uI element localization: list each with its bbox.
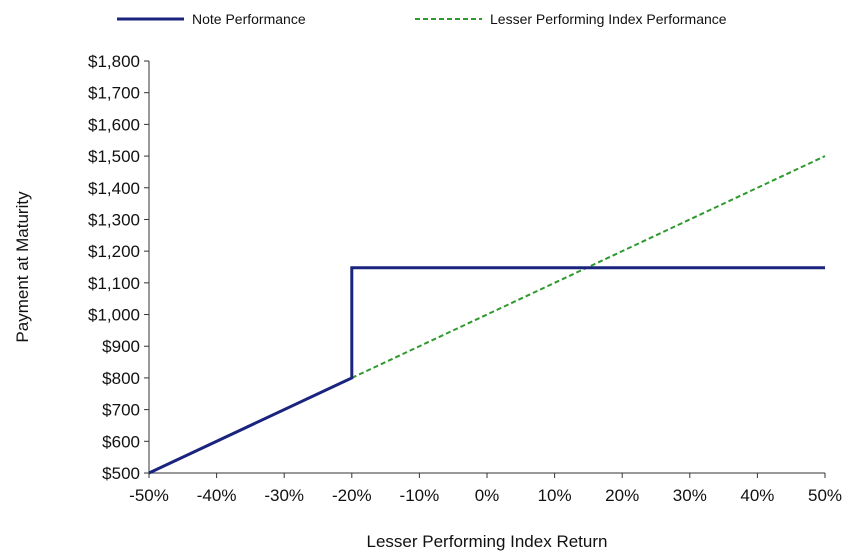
x-tick-label: -20% [332, 486, 372, 505]
x-tick-label: 0% [475, 486, 500, 505]
y-tick-label: $700 [102, 401, 140, 420]
y-tick-label: $900 [102, 337, 140, 356]
x-axis-ticks: -50% -40% -30% -20% -10% 0% 10% 20% 30% 40% 50% [129, 473, 842, 505]
x-tick-label: -50% [129, 486, 169, 505]
x-tick-label: 10% [538, 486, 572, 505]
x-tick-label: -10% [400, 486, 440, 505]
y-tick-label: $1,300 [88, 210, 140, 229]
x-tick-label: 40% [740, 486, 774, 505]
y-tick-label: $1,500 [88, 147, 140, 166]
legend: Note Performance Lesser Performing Index… [117, 11, 727, 27]
y-axis-title: Payment at Maturity [13, 191, 32, 343]
legend-label-note-performance: Note Performance [192, 11, 306, 27]
x-tick-label: -40% [197, 486, 237, 505]
y-tick-label: $1,800 [88, 52, 140, 71]
y-tick-label: $1,000 [88, 306, 140, 325]
y-tick-label: $500 [102, 464, 140, 483]
series-layer [148, 155, 826, 475]
x-tick-label: 20% [605, 486, 639, 505]
x-tick-label: -30% [264, 486, 304, 505]
y-tick-label: $1,700 [88, 84, 140, 103]
y-tick-label: $600 [102, 432, 140, 451]
y-tick-label: $1,400 [88, 179, 140, 198]
y-tick-label: $1,100 [88, 274, 140, 293]
y-axis-ticks: $500 $600 $700 $800 $900 $1,000 $1,100 $1,200 $1… [88, 52, 149, 483]
y-tick-label: $800 [102, 369, 140, 388]
x-tick-label: 50% [808, 486, 842, 505]
y-tick-label: $1,200 [88, 242, 140, 261]
x-tick-label: 30% [673, 486, 707, 505]
y-tick-label: $1,600 [88, 115, 140, 134]
legend-label-index-performance: Lesser Performing Index Performance [490, 11, 727, 27]
x-axis-title: Lesser Performing Index Return [367, 532, 608, 551]
series-line-note-performance [148, 266, 825, 475]
